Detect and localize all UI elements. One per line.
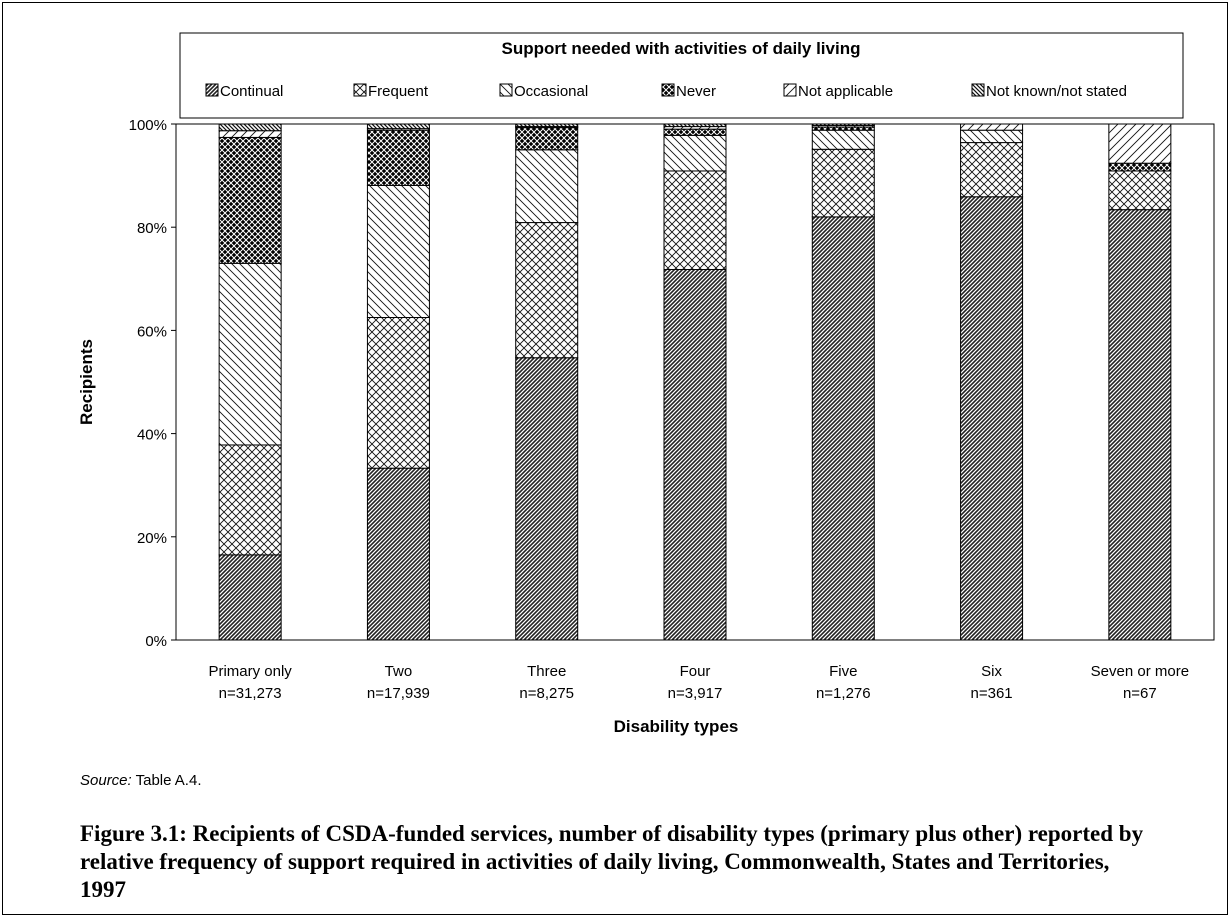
x-tick-label: Primary only <box>208 663 292 680</box>
bar-segment-frequent <box>1108 170 1172 211</box>
legend-swatch <box>205 83 219 97</box>
y-tick-label: 80% <box>137 220 167 237</box>
x-tick-label: Three <box>527 663 566 680</box>
bar-segment-never <box>663 128 727 136</box>
bar-segment-occasional <box>218 262 282 446</box>
bar-segment-not-known-not-stated <box>515 123 579 128</box>
legend-label: Not applicable <box>798 83 893 100</box>
bar-segment-occasional <box>960 129 1024 144</box>
bar-segment-never <box>218 136 282 264</box>
bar-segment-frequent <box>366 317 430 469</box>
x-tick-label: Six <box>981 663 1002 680</box>
x-tick-count: n=8,275 <box>519 685 574 702</box>
bar-segment-continual <box>218 554 282 641</box>
bar-segment-continual <box>366 467 430 641</box>
bar-segment-not-known-not-stated <box>811 123 875 127</box>
chart-title: Support needed with activities of daily … <box>502 39 861 58</box>
legend-swatch <box>499 83 513 97</box>
legend-label: Frequent <box>368 83 429 100</box>
x-tick-count: n=361 <box>971 685 1013 702</box>
legend-label: Never <box>676 83 716 100</box>
y-tick-label: 100% <box>129 117 167 134</box>
x-tick-label: Five <box>829 663 857 680</box>
bar-segment-not-known-not-stated <box>663 123 727 128</box>
bar-segment-never <box>515 127 579 151</box>
source-text: Table A.4. <box>131 772 202 789</box>
x-tick-count: n=17,939 <box>367 685 430 702</box>
bar-segment-not-known-not-stated <box>218 123 282 132</box>
y-tick-label: 0% <box>145 633 167 650</box>
bar-segment-occasional <box>663 134 727 172</box>
legend-label: Continual <box>220 83 283 100</box>
bar-segment-frequent <box>218 444 282 556</box>
bar-segment-occasional <box>811 129 875 150</box>
bar-segment-occasional <box>515 149 579 224</box>
bar-segment-continual <box>811 216 875 641</box>
legend-swatch <box>971 83 985 97</box>
bar-segment-never <box>1108 162 1172 172</box>
bar-segment-occasional <box>366 184 430 318</box>
x-tick-label: Four <box>680 663 711 680</box>
y-tick-label: 60% <box>137 323 167 340</box>
bar-segment-frequent <box>960 142 1024 198</box>
bar-segment-continual <box>663 269 727 641</box>
bar-segment-continual <box>960 196 1024 641</box>
legend-swatch <box>661 83 675 97</box>
x-tick-label: Seven or more <box>1091 663 1189 680</box>
source-note: Source: Table A.4. <box>80 772 201 789</box>
x-tick-count: n=3,917 <box>668 685 723 702</box>
bar-segment-continual <box>1108 209 1172 641</box>
x-axis-label: Disability types <box>614 717 739 736</box>
y-axis-label: Recipients <box>77 339 96 425</box>
y-tick-label: 20% <box>137 530 167 547</box>
bar-segment-frequent <box>515 222 579 359</box>
bar-segment-not-applicable <box>1108 123 1172 164</box>
source-label: Source: <box>80 772 132 789</box>
bar-segment-not-known-not-stated <box>366 123 430 130</box>
bar-segment-not-applicable <box>960 123 1024 131</box>
legend-swatch <box>783 83 797 97</box>
x-tick-count: n=1,276 <box>816 685 871 702</box>
x-tick-label: Two <box>385 663 413 680</box>
y-tick-label: 40% <box>137 427 167 444</box>
bar-segment-not-applicable <box>218 130 282 138</box>
legend: Support needed with activities of daily … <box>179 32 1184 119</box>
legend-label: Occasional <box>514 83 588 100</box>
bar-segment-never <box>366 129 430 186</box>
figure-caption: Figure 3.1: Recipients of CSDA-funded se… <box>80 821 1144 902</box>
bar-segment-frequent <box>811 148 875 218</box>
legend-label: Not known/not stated <box>986 83 1127 100</box>
x-tick-count: n=31,273 <box>219 685 282 702</box>
x-tick-count: n=67 <box>1123 685 1157 702</box>
legend-swatch <box>353 83 367 97</box>
bar-segment-frequent <box>663 170 727 271</box>
bar-segment-continual <box>515 357 579 641</box>
